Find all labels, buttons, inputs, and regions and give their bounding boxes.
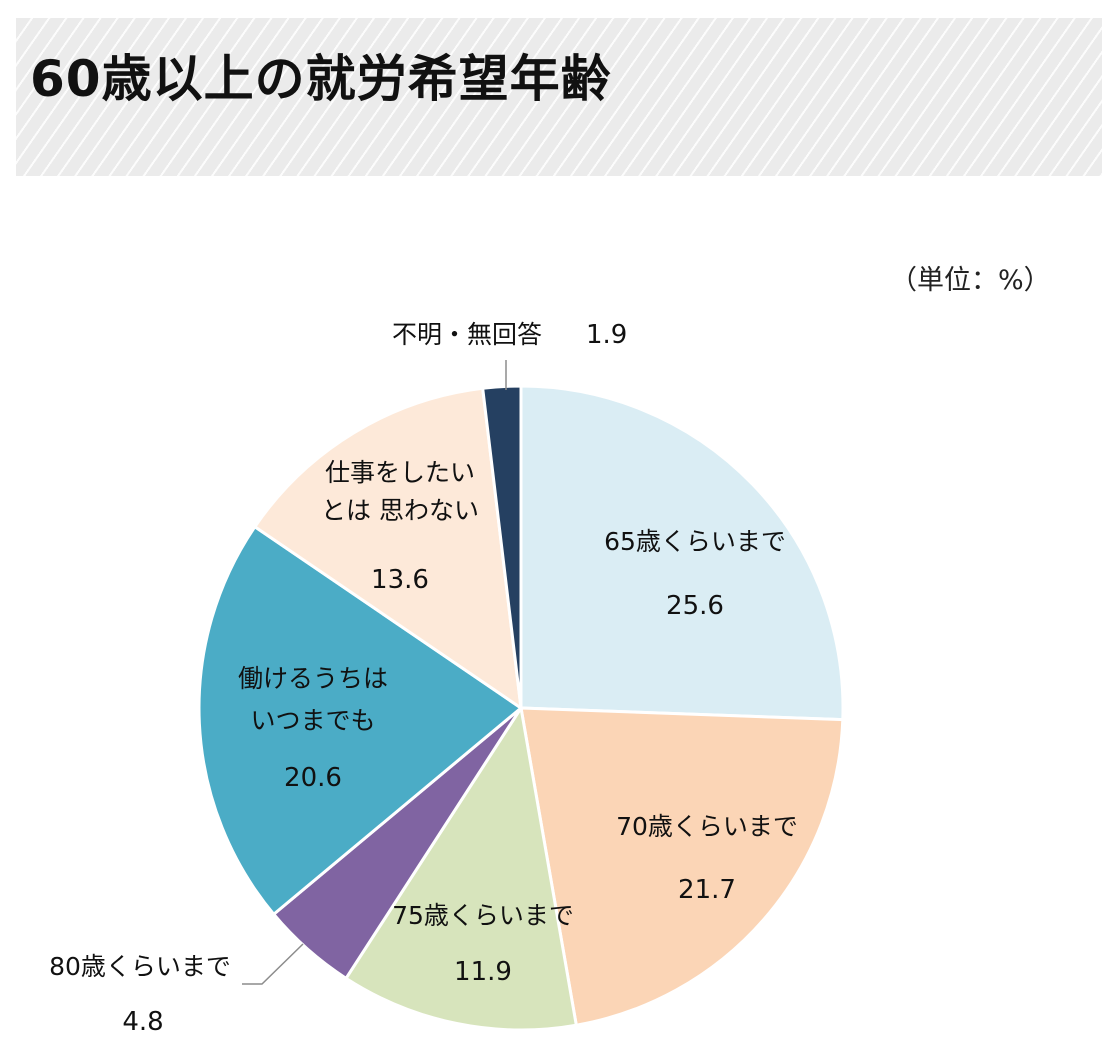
pie-slice <box>197 525 523 916</box>
pie-slice <box>481 384 523 710</box>
slice-label: とは 思わない <box>321 496 479 525</box>
pie-slice <box>344 706 578 1032</box>
page-title: 60歳以上の就労希望年齢 <box>30 50 612 108</box>
slice-value-label: 20.6 <box>284 763 342 793</box>
leader-line <box>242 943 304 985</box>
slice-label: 65歳くらいまで <box>604 527 786 556</box>
slice-value-label: 21.7 <box>678 875 736 905</box>
slice-label: 不明・無回答 <box>392 320 542 349</box>
slice-label: 働けるうちは <box>238 664 388 693</box>
pie-slice <box>519 706 845 1027</box>
slice-value-label: 25.6 <box>666 591 724 621</box>
unit-label: （単位：%） <box>890 265 1051 296</box>
slice-label: 80歳くらいまで <box>49 952 231 981</box>
title-banner <box>16 18 1102 176</box>
slice-value-label: 1.9 <box>586 320 627 350</box>
slice-value-label: 13.6 <box>371 565 429 595</box>
slice-label: 70歳くらいまで <box>616 812 798 841</box>
slice-label: 75歳くらいまで <box>392 901 574 930</box>
slice-value-label: 4.8 <box>122 1007 163 1037</box>
slice-label: 仕事をしたい <box>325 458 475 487</box>
pie-slice <box>519 384 845 722</box>
slice-value-label: 11.9 <box>454 957 512 987</box>
pie-slice <box>253 386 523 710</box>
slice-label: いつまでも <box>250 706 375 735</box>
